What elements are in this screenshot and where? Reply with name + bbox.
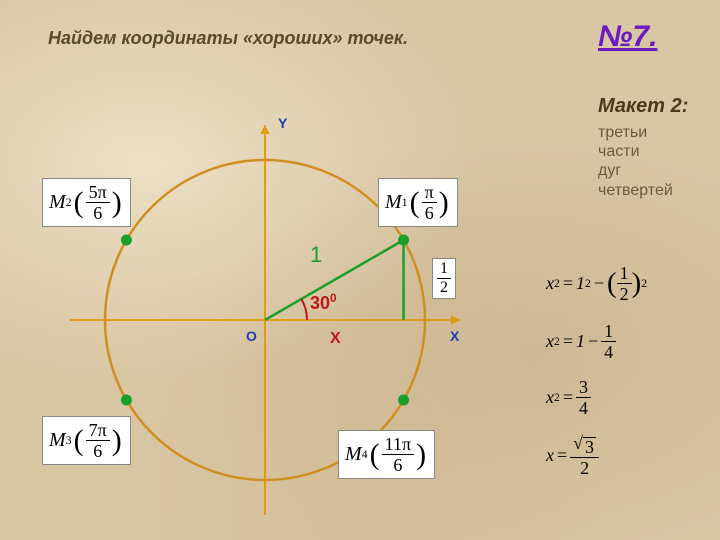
origin-label: O	[246, 328, 257, 344]
equation-line: x=√32	[546, 434, 599, 477]
point-m4-label: M4(11π6)	[338, 430, 435, 479]
x-red-label: X	[330, 330, 341, 348]
half-label: 12	[432, 258, 456, 299]
y-axis-label: Y	[278, 115, 287, 131]
point-m2-label: M2(5π6)	[42, 178, 131, 227]
equation-line: x2=12−(12)2	[546, 264, 647, 303]
angle-label: 300	[310, 292, 337, 314]
radius-length-label: 1	[310, 242, 322, 268]
equation-line: x2=1−14	[546, 322, 616, 361]
point-m1-label: M1(π6)	[378, 178, 458, 227]
x-axis-label: X	[450, 328, 459, 344]
point-m3-label: M3(7π6)	[42, 416, 131, 465]
equation-line: x2=34	[546, 378, 591, 417]
